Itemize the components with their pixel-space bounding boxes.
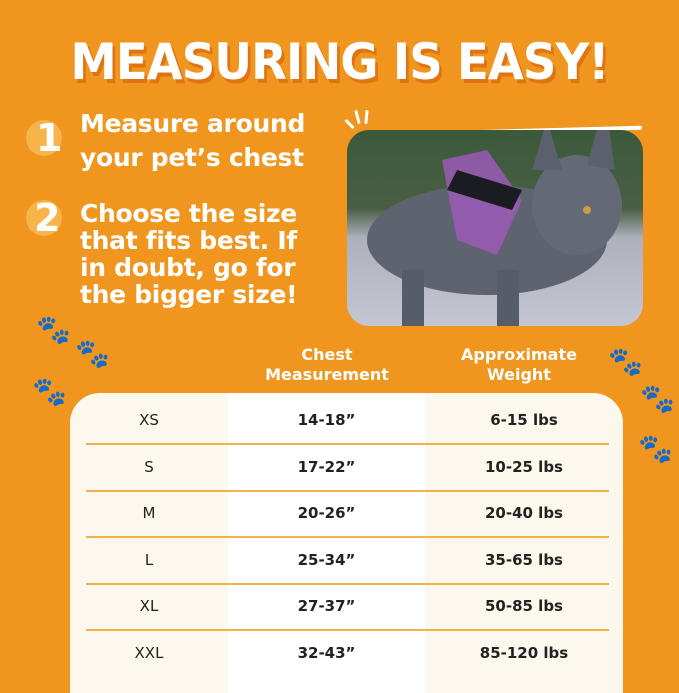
cell-chest: 14-18” — [297, 411, 356, 429]
sparkle-mark — [344, 118, 355, 130]
table-row: XXL 32-43” 85-120 lbs — [70, 630, 623, 676]
table-row: M 20-26” 20-40 lbs — [70, 490, 623, 536]
size-chart-table: XS 14-18” 6-15 lbs S 17-22” 10-25 lbs M 20-26” 2… — [70, 393, 623, 693]
header-line: Weight — [487, 365, 551, 384]
paw-icon: 🐾 — [638, 432, 673, 465]
dog-photo — [347, 130, 643, 326]
step-1-number: 1 — [36, 116, 63, 160]
row-divider — [86, 443, 609, 445]
cell-weight: 35-65 lbs — [484, 550, 563, 569]
row-divider — [86, 582, 609, 585]
cell-size: S — [144, 457, 154, 476]
table-row: S 17-22” 10-25 lbs — [70, 444, 623, 490]
row-divider — [86, 536, 609, 538]
table-row: L 25-34” 35-65 lbs — [70, 537, 623, 583]
step-line: Measure around — [80, 109, 306, 138]
cell-chest: 17-22” — [297, 457, 356, 476]
header-line: Chest — [301, 345, 353, 364]
step-1-text: Measure around your pet’s chest — [80, 110, 305, 171]
step-line: the bigger size! — [80, 280, 298, 309]
step-line: in doubt, go for — [80, 253, 296, 282]
paw-icon: 🐾 — [608, 345, 643, 378]
header-chest: Chest Measurement — [227, 345, 427, 385]
header-line: Approximate — [461, 345, 577, 364]
sparkle-mark — [354, 109, 361, 125]
cell-weight: 50-85 lbs — [484, 597, 563, 615]
cell-size: M — [142, 504, 156, 522]
cell-weight: 20-40 lbs — [484, 504, 563, 522]
header-line: Measurement — [265, 365, 389, 384]
sparkle-mark — [364, 109, 369, 125]
step-line: Choose the size — [80, 199, 297, 228]
step-line: your pet’s chest — [80, 143, 304, 172]
cell-weight: 85-120 lbs — [479, 643, 569, 662]
step-2-text: Choose the size that fits best. If in do… — [80, 199, 298, 309]
cell-chest: 25-34” — [297, 550, 356, 569]
table-row: XS 14-18” 6-15 lbs — [70, 397, 623, 443]
cell-chest: 27-37” — [297, 597, 356, 615]
row-divider — [86, 489, 609, 492]
cell-size: XXL — [134, 643, 164, 662]
paw-icon: 🐾 — [75, 337, 110, 370]
paw-icon: 🐾 — [32, 375, 67, 408]
cell-chest: 20-26” — [297, 504, 356, 522]
step-2-circle — [26, 200, 62, 236]
page-title: MEASURING IS EASY! — [70, 33, 609, 91]
cell-size: XL — [139, 597, 159, 615]
cell-weight: 6-15 lbs — [490, 411, 558, 429]
step-line: that fits best. If — [80, 226, 297, 255]
row-divider — [86, 629, 609, 631]
header-weight: Approximate Weight — [419, 345, 619, 385]
cell-size: L — [144, 550, 154, 569]
step-1-circle — [26, 120, 62, 156]
cell-size: XS — [139, 411, 159, 429]
paw-icon: 🐾 — [640, 382, 675, 415]
dog-illustration — [367, 130, 622, 326]
table-row: XL 27-37” 50-85 lbs — [70, 583, 623, 629]
cell-weight: 10-25 lbs — [484, 457, 563, 476]
cell-chest: 32-43” — [297, 643, 356, 662]
step-2-number: 2 — [34, 196, 61, 240]
paw-icon: 🐾 — [36, 313, 71, 346]
